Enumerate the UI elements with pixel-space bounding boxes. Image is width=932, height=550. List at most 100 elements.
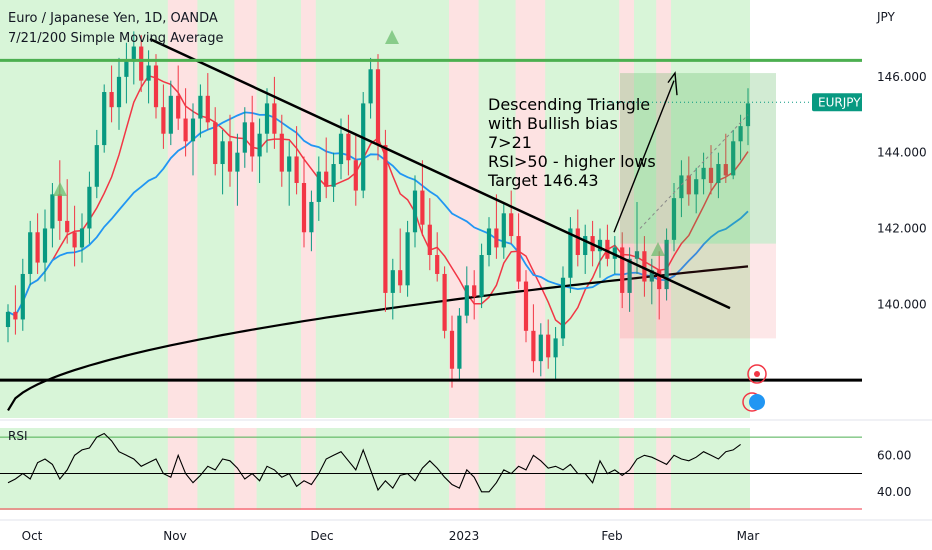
candle-body	[346, 133, 351, 161]
candle-body	[168, 95, 173, 134]
candle-body	[649, 270, 654, 282]
rsi-red-zone	[167, 428, 198, 510]
event-dot	[749, 394, 765, 410]
rsi-red-zone	[656, 428, 671, 510]
candle-body	[65, 220, 70, 233]
candle-body	[294, 156, 299, 183]
time-tick: 2023	[449, 529, 480, 543]
candle-body	[316, 171, 321, 202]
candle-body	[383, 145, 388, 293]
candle-body	[620, 247, 625, 293]
candle-body	[301, 182, 307, 233]
candle-body	[124, 61, 129, 77]
candle-body	[605, 239, 610, 259]
arrow-shaft	[613, 80, 675, 233]
candle-body	[205, 95, 210, 123]
chart-subtitle: 7/21/200 Simple Moving Average	[8, 31, 224, 46]
candle-body	[412, 190, 418, 233]
candle-body	[361, 103, 366, 191]
candle-body	[427, 224, 432, 256]
candle-body	[331, 164, 336, 187]
candle-body	[575, 228, 580, 256]
candle-body	[79, 228, 85, 248]
signal-triangle	[385, 30, 399, 44]
candle-body	[634, 251, 640, 259]
price-tick: 142.000	[877, 221, 927, 235]
alert-dot	[754, 371, 760, 377]
arrow-head	[667, 71, 678, 96]
candle-body	[139, 46, 144, 81]
rsi-red-zone	[449, 428, 479, 510]
candle-body	[509, 213, 514, 237]
candle-body	[627, 258, 632, 293]
candle-body	[116, 76, 122, 108]
candle-body	[324, 171, 329, 187]
annotation-line: 7>21	[488, 133, 532, 152]
rsi-red-zone	[234, 428, 257, 510]
background-zones	[0, 0, 750, 510]
annotation-line: RSI>50 - higher lows	[488, 152, 656, 171]
candle-body	[679, 175, 684, 199]
candle-body	[494, 228, 499, 248]
currency-label: JPY	[876, 10, 896, 24]
signal-triangle	[651, 242, 665, 256]
candle-body	[176, 95, 181, 119]
candle-body	[20, 273, 25, 320]
candle-body	[546, 334, 551, 358]
candle-body	[183, 118, 188, 142]
candle-body	[686, 175, 691, 195]
annotation-line: Target 146.43	[487, 171, 599, 190]
candle-body	[153, 65, 159, 108]
red-zone	[619, 0, 634, 418]
time-tick: Nov	[163, 529, 186, 543]
rsi-tick: 60.00	[877, 448, 911, 462]
rsi-red-zone	[619, 428, 634, 510]
candle-body	[597, 239, 603, 252]
candle-body	[131, 46, 136, 62]
candle-body	[531, 330, 536, 362]
ma200-line	[7, 265, 749, 411]
candle-body	[642, 251, 647, 282]
price-axis: 146.000 144.000 142.000 140.000	[862, 0, 932, 520]
candle-body	[671, 198, 677, 240]
rsi-pane: 60.00 40.00	[0, 419, 932, 510]
candle-body	[701, 167, 706, 180]
candle-body	[612, 247, 617, 259]
rsi-line	[7, 432, 741, 493]
candle-body	[731, 141, 736, 176]
red-zone	[656, 0, 671, 418]
candle-body	[723, 164, 728, 176]
candle-body	[50, 194, 55, 229]
candle-body	[368, 69, 373, 104]
candle-body	[716, 164, 721, 183]
alert-circle	[747, 364, 767, 384]
red-zone	[301, 0, 316, 418]
candle-body	[242, 122, 247, 153]
descending-trendline	[149, 37, 731, 310]
candle-body	[353, 160, 358, 191]
candle-body	[94, 145, 99, 187]
candle-body	[479, 255, 484, 297]
candle-body	[516, 236, 521, 282]
candle-body	[486, 228, 492, 256]
candle-body	[198, 95, 203, 119]
time-tick: Feb	[601, 529, 622, 543]
rsi-green-zone	[0, 428, 750, 510]
annotation-line: with Bullish bias	[488, 114, 618, 133]
candle-body	[390, 270, 395, 293]
candle-body	[442, 273, 447, 331]
candle-body	[279, 133, 284, 172]
stop-zone	[620, 243, 776, 339]
candle-body	[309, 201, 314, 233]
candle-body	[161, 107, 166, 134]
candle-body	[5, 311, 11, 328]
candle-body	[272, 103, 277, 134]
rsi-label: RSI	[8, 429, 28, 443]
time-tick: Mar	[737, 529, 760, 543]
candle-body	[264, 103, 270, 134]
price-tick: 146.000	[877, 70, 927, 84]
candle-body	[538, 334, 543, 362]
red-zone	[234, 0, 257, 418]
candle-body	[501, 213, 506, 248]
